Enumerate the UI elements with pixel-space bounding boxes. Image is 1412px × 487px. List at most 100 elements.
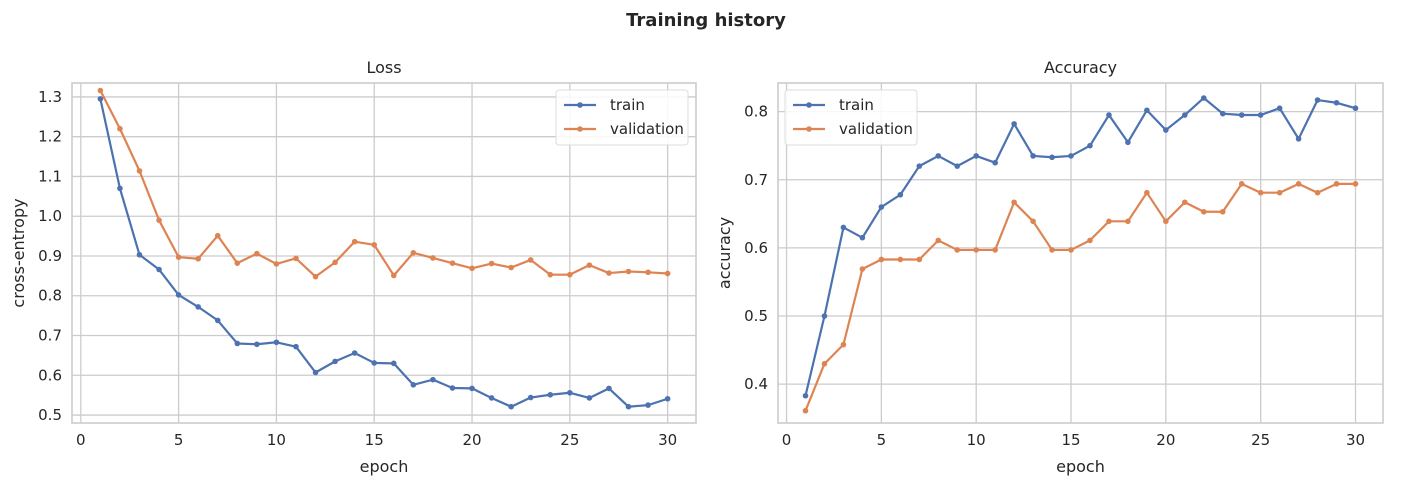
- data-point: [1106, 112, 1112, 118]
- data-point: [351, 350, 358, 356]
- data-point: [97, 87, 104, 94]
- data-point: [136, 168, 143, 174]
- legend-marker: [577, 102, 583, 108]
- data-point: [821, 313, 828, 319]
- data-point: [840, 341, 847, 348]
- data-point: [1314, 97, 1321, 103]
- y-axis-label: cross-entropy: [9, 198, 28, 307]
- data-point: [1011, 199, 1017, 206]
- data-point: [1238, 112, 1245, 118]
- data-point: [469, 385, 475, 392]
- data-point: [1068, 153, 1074, 159]
- legend-marker: [806, 126, 812, 132]
- series-line: [804, 182, 1357, 412]
- data-point: [332, 259, 338, 266]
- data-point: [527, 394, 534, 401]
- data-point: [312, 273, 319, 280]
- legend-marker: [806, 102, 812, 108]
- x-tick-label: 15: [1061, 431, 1080, 449]
- data-point: [878, 256, 885, 263]
- data-point: [1219, 208, 1226, 215]
- x-tick-label: 30: [1346, 431, 1365, 449]
- data-point: [1295, 136, 1302, 142]
- data-point: [156, 266, 162, 273]
- data-point: [1257, 112, 1264, 118]
- data-point: [1125, 139, 1131, 146]
- data-point: [586, 262, 593, 268]
- y-tick-label: 0.7: [744, 171, 768, 189]
- x-tick-label: 15: [365, 431, 384, 449]
- chart-title: Loss: [366, 58, 401, 77]
- chart-title: Accuracy: [1044, 58, 1117, 77]
- data-point: [916, 256, 923, 263]
- x-tick-label: 0: [782, 431, 792, 449]
- data-point: [1333, 99, 1340, 106]
- data-point: [606, 385, 612, 392]
- data-point: [175, 254, 182, 260]
- data-point: [1352, 105, 1359, 112]
- data-point: [1068, 247, 1074, 253]
- data-point: [821, 360, 828, 367]
- data-point: [1125, 218, 1131, 225]
- x-tick-label: 10: [967, 431, 986, 449]
- data-point: [1295, 181, 1302, 187]
- y-tick-label: 0.5: [38, 406, 62, 424]
- data-point: [547, 391, 554, 398]
- data-point: [1314, 189, 1321, 196]
- data-point: [645, 269, 651, 276]
- series-line: [99, 89, 669, 278]
- y-tick-label: 0.5: [744, 307, 768, 325]
- data-point: [273, 339, 280, 346]
- series-train: [97, 96, 671, 410]
- data-point: [973, 247, 979, 253]
- data-point: [567, 271, 573, 278]
- data-point: [390, 360, 397, 367]
- data-point: [273, 261, 280, 267]
- data-point: [625, 403, 632, 410]
- y-axis-label: accuracy: [715, 217, 734, 289]
- series-line: [99, 97, 669, 408]
- data-point: [897, 191, 904, 198]
- data-point: [840, 224, 847, 231]
- data-point: [1087, 237, 1093, 244]
- x-tick-label: 5: [877, 431, 887, 449]
- legend-marker: [577, 126, 583, 132]
- data-point: [1144, 107, 1150, 114]
- data-point: [859, 266, 866, 272]
- data-point: [332, 358, 338, 365]
- data-point: [954, 247, 961, 253]
- data-point: [1276, 189, 1283, 196]
- y-tick-label: 1.3: [38, 88, 62, 106]
- data-point: [1030, 218, 1036, 225]
- data-point: [1276, 105, 1283, 112]
- loss-chart: 0 5 10 15 20 25 30 0.5 0.6 0.7 0.8 0.9 1.0 1.1 1.2 1.3 L…: [9, 58, 697, 476]
- data-point: [802, 407, 809, 414]
- data-point: [954, 163, 961, 169]
- legend: train validation: [555, 89, 689, 146]
- data-point: [897, 256, 904, 263]
- plot-frame: [777, 82, 1384, 424]
- x-tick-label: 25: [560, 431, 579, 449]
- data-point: [312, 369, 319, 376]
- data-point: [254, 250, 260, 257]
- data-point: [117, 185, 123, 192]
- x-tick-label: 25: [1251, 431, 1270, 449]
- data-point: [1030, 153, 1036, 159]
- data-point: [527, 257, 534, 263]
- data-point: [878, 204, 885, 210]
- data-point: [586, 395, 593, 401]
- data-point: [935, 153, 942, 159]
- y-tick-label: 0.8: [744, 103, 768, 121]
- data-point: [371, 360, 378, 366]
- data-point: [1352, 181, 1359, 187]
- x-tick-label: 0: [76, 431, 86, 449]
- data-point: [645, 402, 651, 408]
- data-point: [859, 234, 866, 241]
- data-point: [1106, 218, 1112, 225]
- data-point: [606, 270, 612, 276]
- data-point: [935, 237, 942, 244]
- x-axis-label: epoch: [360, 457, 409, 476]
- plot-frame: [71, 82, 697, 424]
- x-tick-label: 5: [174, 431, 184, 449]
- data-point: [973, 153, 979, 159]
